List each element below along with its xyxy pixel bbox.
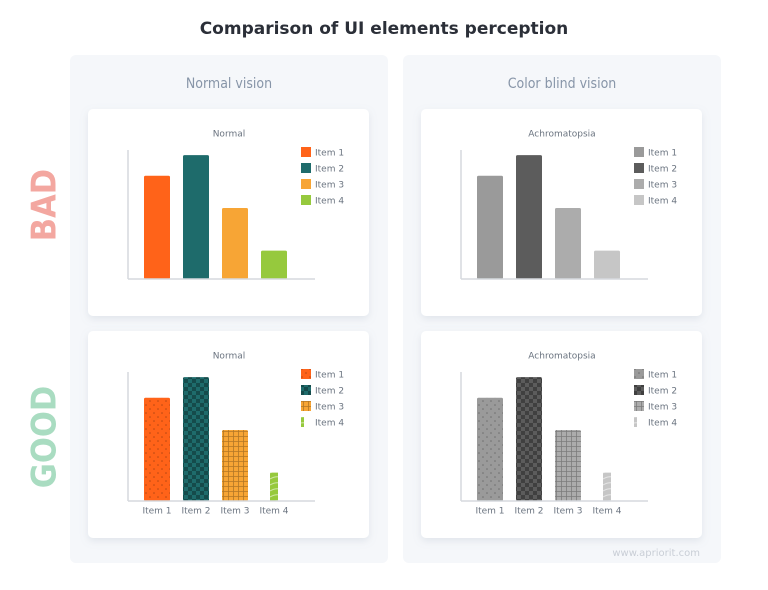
legend-swatch [634, 417, 644, 427]
legend-label: Item 3 [315, 403, 344, 413]
legend-label: Item 3 [315, 181, 344, 191]
chart-title: Normal [213, 130, 246, 140]
bar [261, 472, 287, 501]
x-tick-label: Item 3 [220, 507, 249, 517]
chart-title: Normal [213, 352, 246, 362]
legend-swatch [634, 163, 644, 173]
x-tick-label: Item 3 [553, 507, 582, 517]
bar [516, 155, 542, 279]
bar [477, 175, 503, 279]
legend-swatch [301, 195, 311, 205]
legend-swatch [634, 195, 644, 205]
legend-swatch [301, 417, 311, 427]
legend-swatch [634, 369, 644, 379]
legend-swatch [634, 385, 644, 395]
legend-label: Item 4 [315, 197, 344, 207]
bar [516, 377, 542, 501]
legend-label: Item 1 [648, 371, 677, 381]
chart-title: Achromatopsia [528, 130, 595, 140]
legend-swatch [301, 401, 311, 411]
bar [183, 155, 209, 279]
bar [222, 430, 248, 501]
chart-card: Normal Item 1 Item 1 Item 2 Item 2 Item 3 Item… [88, 331, 369, 538]
bar [144, 397, 170, 501]
x-tick-label: Item 1 [142, 507, 171, 517]
x-tick-label: Item 4 [592, 507, 621, 517]
legend-label: Item 2 [648, 387, 677, 397]
x-tick-label: Item 2 [514, 507, 543, 517]
legend-label: Item 1 [648, 149, 677, 159]
legend-label: Item 1 [315, 149, 344, 159]
bar [222, 208, 248, 279]
chart-card: Normal Item 1 Item 2 Item 3 Item 4 [88, 109, 369, 316]
column-heading: Color blind vision [508, 76, 617, 92]
legend-label: Item 2 [315, 165, 344, 175]
x-tick-label: Item 4 [259, 507, 288, 517]
chart-card: Achromatopsia Item 1 Item 2 Item 3 Item 4 [421, 109, 702, 316]
legend-swatch [301, 385, 311, 395]
page-title: Comparison of UI elements perception [200, 19, 569, 39]
legend-label: Item 4 [648, 419, 677, 429]
legend-label: Item 4 [315, 419, 344, 429]
legend-swatch [301, 147, 311, 157]
legend-label: Item 2 [648, 165, 677, 175]
legend-label: Item 2 [315, 387, 344, 397]
watermark: www.apriorit.com [612, 548, 700, 559]
legend-swatch [634, 147, 644, 157]
row-label: BAD [25, 169, 65, 241]
legend-label: Item 4 [648, 197, 677, 207]
row-label: GOOD [25, 386, 65, 489]
bar [555, 430, 581, 501]
legend-swatch [301, 369, 311, 379]
bar [594, 472, 620, 501]
legend-label: Item 1 [315, 371, 344, 381]
legend-label: Item 3 [648, 181, 677, 191]
bar [555, 208, 581, 279]
chart-title: Achromatopsia [528, 352, 595, 362]
legend-swatch [634, 401, 644, 411]
legend-label: Item 3 [648, 403, 677, 413]
bar [261, 250, 287, 279]
column-heading: Normal vision [186, 76, 272, 92]
bar [183, 377, 209, 501]
chart-card: Achromatopsia Item 1 Item 1 Item 2 Item 2 Ite… [421, 331, 702, 538]
legend-swatch [301, 163, 311, 173]
legend-swatch [301, 179, 311, 189]
bar [594, 250, 620, 279]
legend-swatch [634, 179, 644, 189]
bar [477, 397, 503, 501]
x-tick-label: Item 1 [475, 507, 504, 517]
x-tick-label: Item 2 [181, 507, 210, 517]
bar [144, 175, 170, 279]
